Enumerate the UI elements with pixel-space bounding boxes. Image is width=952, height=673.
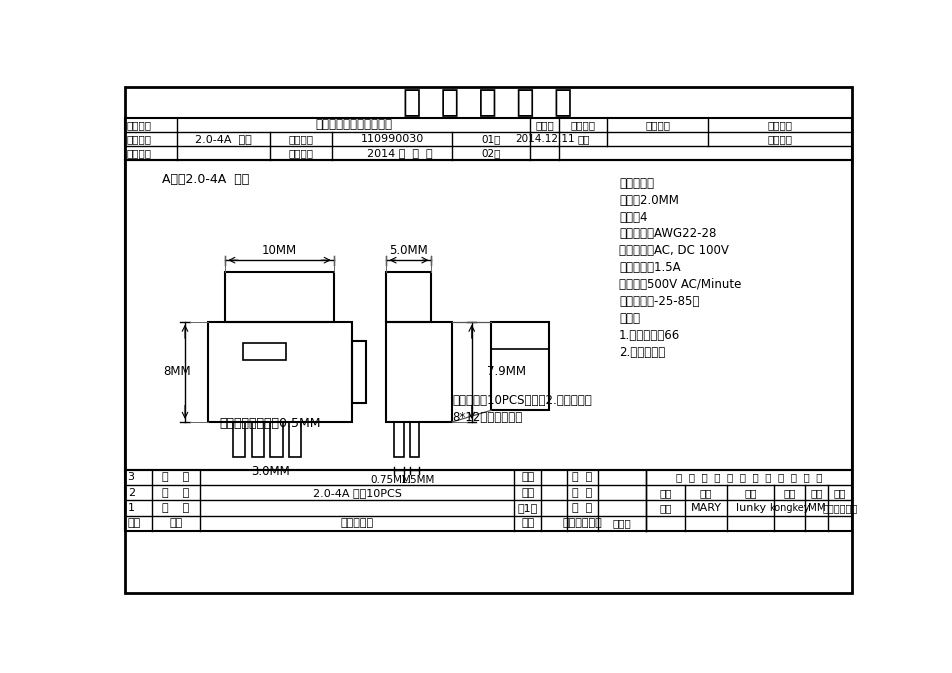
- Text: 注：未标注公差：0.5MM: 注：未标注公差：0.5MM: [220, 417, 321, 430]
- Text: 客户确认: 客户确认: [127, 148, 151, 158]
- Text: 环  保: 环 保: [572, 503, 592, 513]
- Text: 端    子: 端 子: [162, 488, 189, 498]
- Text: 数量: 数量: [521, 518, 534, 528]
- Text: 按图: 按图: [521, 488, 534, 498]
- Text: 3.0MM: 3.0MM: [250, 466, 289, 479]
- Bar: [490, 322, 548, 411]
- Text: 未按比例绘图: 未按比例绘图: [822, 503, 857, 513]
- Text: 按图: 按图: [521, 472, 534, 483]
- Text: 产品规格: 产品规格: [288, 134, 313, 144]
- Text: 插    头: 插 头: [162, 503, 189, 513]
- Text: 环  保: 环 保: [572, 488, 592, 498]
- Text: 线数：4: 线数：4: [619, 211, 646, 223]
- Bar: [394, 422, 403, 456]
- Text: 8*12的防静电袋中: 8*12的防静电袋中: [452, 411, 522, 424]
- Text: A端：2.0-4A  直针: A端：2.0-4A 直针: [162, 173, 248, 186]
- Bar: [409, 422, 419, 456]
- Text: 工作温度：-25-85度: 工作温度：-25-85度: [619, 295, 699, 308]
- Bar: [233, 422, 246, 456]
- Text: 01版: 01版: [481, 134, 501, 144]
- Text: 8MM: 8MM: [163, 365, 190, 378]
- Text: 君1个: 君1个: [517, 503, 538, 513]
- Bar: [387, 272, 431, 322]
- Bar: [270, 422, 283, 456]
- Text: 2014 年  月  日: 2014 年 月 日: [367, 148, 432, 158]
- Text: 初版: 初版: [577, 134, 589, 144]
- Text: 额定电压：AC, DC 100V: 额定电压：AC, DC 100V: [619, 244, 728, 258]
- Text: 样  品  承  认  书: 样 品 承 认 书: [403, 87, 572, 117]
- Bar: [225, 272, 333, 322]
- Text: 改版原因: 改版原因: [766, 120, 791, 130]
- Text: 线    材: 线 材: [162, 472, 189, 483]
- Text: 2: 2: [128, 488, 134, 498]
- Bar: [288, 422, 301, 456]
- Text: 单位: 单位: [809, 488, 822, 498]
- Text: 客户要求: 客户要求: [766, 134, 791, 144]
- Text: 深  圳  市  玲  龙  达  科  技  有  限  公  司: 深 圳 市 玲 龙 达 科 技 有 限 公 司: [675, 472, 822, 483]
- Text: 供应商: 供应商: [612, 518, 631, 528]
- Bar: [387, 322, 452, 422]
- Bar: [126, 470, 850, 531]
- Text: 包装方式：10PCS包装在2.插针：黄铜: 包装方式：10PCS包装在2.插针：黄铜: [452, 394, 591, 406]
- Text: lunky: lunky: [735, 503, 765, 513]
- Text: 产品名称: 产品名称: [127, 134, 151, 144]
- Text: 1: 1: [128, 503, 134, 513]
- Text: 3: 3: [128, 472, 134, 483]
- Text: kongkey: kongkey: [768, 503, 809, 513]
- Text: 改版内容: 改版内容: [645, 120, 669, 130]
- Text: 材质：: 材质：: [619, 312, 640, 325]
- Text: 绘图: 绘图: [659, 503, 671, 513]
- Bar: [126, 118, 850, 160]
- Text: 品名: 品名: [169, 518, 183, 528]
- Text: 材料环保要求: 材料环保要求: [562, 518, 602, 528]
- Text: 110990030: 110990030: [360, 134, 424, 144]
- Text: 审核: 审核: [744, 488, 756, 498]
- Bar: [251, 422, 264, 456]
- Text: 2.插针：黄铜: 2.插针：黄铜: [619, 346, 664, 359]
- Text: 技术参数：: 技术参数：: [619, 177, 653, 190]
- Text: 2014.12.11: 2014.12.11: [514, 134, 574, 144]
- Text: 确认时间: 确认时间: [288, 148, 313, 158]
- Text: MARY: MARY: [690, 503, 721, 513]
- Text: 02版: 02版: [481, 148, 501, 158]
- Bar: [126, 160, 850, 470]
- Text: 环  保: 环 保: [572, 472, 592, 483]
- Bar: [243, 343, 286, 360]
- Text: 7.9MM: 7.9MM: [486, 365, 526, 378]
- Text: 耐压值：500V AC/Minute: 耐压值：500V AC/Minute: [619, 279, 741, 291]
- Text: 2.0-4A 直针10PCS: 2.0-4A 直针10PCS: [312, 488, 402, 498]
- Text: 间距：2.0MM: 间距：2.0MM: [619, 194, 678, 207]
- Text: 2.0-4A  直针: 2.0-4A 直针: [195, 134, 252, 144]
- Text: MM: MM: [807, 503, 824, 513]
- Text: 绘图: 绘图: [659, 488, 671, 498]
- Text: 5.0MM: 5.0MM: [389, 244, 427, 258]
- Bar: [208, 322, 351, 422]
- Text: 规格及颜色: 规格及颜色: [341, 518, 373, 528]
- Text: 1.5MM: 1.5MM: [401, 474, 435, 485]
- Text: 0.75MM: 0.75MM: [370, 474, 411, 485]
- Text: 版本号: 版本号: [535, 120, 553, 130]
- Text: 制作: 制作: [699, 488, 712, 498]
- Text: 10MM: 10MM: [262, 244, 297, 258]
- Text: 额定电流：1.5A: 额定电流：1.5A: [619, 261, 680, 275]
- Text: 序号: 序号: [128, 518, 141, 528]
- Text: 1.基座：尼龀66: 1.基座：尼龀66: [619, 329, 680, 342]
- Text: 客户名称: 客户名称: [127, 120, 151, 130]
- Text: 深圳市矽递科技有限公司: 深圳市矽递科技有限公司: [315, 118, 391, 131]
- Text: 改版时间: 改版时间: [570, 120, 595, 130]
- Text: 承认: 承认: [783, 488, 795, 498]
- Text: 适用线规：AWG22-28: 适用线规：AWG22-28: [619, 227, 716, 240]
- Text: 比例: 比例: [833, 488, 845, 498]
- Bar: [351, 341, 366, 402]
